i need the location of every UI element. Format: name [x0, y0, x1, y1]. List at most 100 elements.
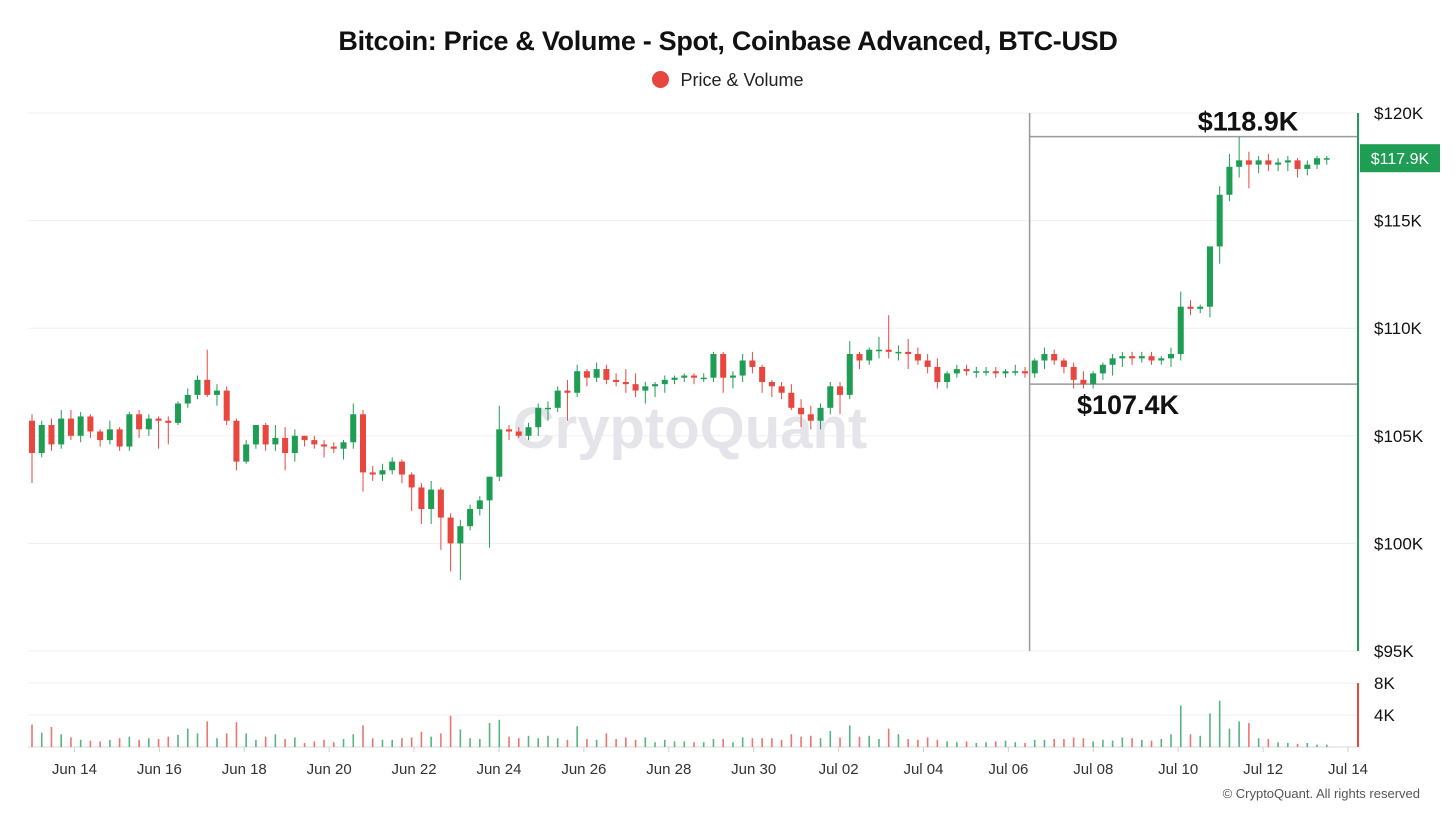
- volume-bar: [371, 738, 374, 747]
- volume-bar: [40, 732, 43, 747]
- candle-body: [77, 416, 84, 436]
- candle-body: [311, 440, 318, 445]
- volume-bar: [332, 742, 335, 747]
- candle-body: [408, 474, 415, 488]
- volume-bar: [60, 734, 63, 747]
- volume-bar: [1257, 738, 1260, 747]
- chart-legend[interactable]: Price & Volume: [0, 70, 1456, 91]
- volume-bar: [1267, 739, 1270, 747]
- candle-body: [739, 360, 746, 376]
- volume-bars[interactable]: [31, 700, 1328, 747]
- volume-bar: [819, 738, 822, 747]
- volume-bar: [517, 738, 520, 747]
- candle-body: [1129, 356, 1136, 359]
- volume-bar: [985, 742, 987, 747]
- candle-body: [1304, 164, 1311, 169]
- candle-body: [1051, 354, 1058, 361]
- watermark: CryptoQuant: [513, 396, 867, 461]
- volume-bar: [956, 742, 958, 747]
- volume-bar: [391, 739, 394, 747]
- candle-body: [720, 354, 727, 378]
- volume-bar: [362, 725, 364, 747]
- volume-bar: [556, 738, 559, 747]
- candle-body: [1109, 358, 1116, 365]
- candle-body: [632, 384, 639, 391]
- volume-bar: [284, 739, 286, 747]
- candle-body: [136, 414, 143, 430]
- volume-bar: [654, 742, 656, 747]
- volume-bar: [245, 733, 247, 747]
- volume-bar: [109, 739, 111, 747]
- volume-bar: [1053, 739, 1055, 747]
- volume-bar: [167, 736, 170, 747]
- volume-bar: [157, 739, 160, 747]
- volume-bar: [381, 739, 384, 747]
- volume-bar: [673, 741, 676, 747]
- candle-body: [729, 375, 736, 378]
- candle-body: [282, 437, 289, 454]
- volume-bar: [479, 739, 481, 747]
- candle-body: [535, 407, 542, 428]
- candle-body: [924, 360, 931, 367]
- candle-body: [262, 425, 269, 445]
- candle-body: [934, 366, 941, 382]
- candle-body: [350, 414, 357, 443]
- candle-body: [1236, 160, 1243, 167]
- volume-bar: [1209, 713, 1211, 747]
- volume-bar: [1179, 705, 1182, 747]
- volume-tick-label: 4K: [1374, 706, 1395, 725]
- current-price-box: [1360, 144, 1440, 173]
- legend-label: Price & Volume: [680, 70, 804, 90]
- x-tick-label: Jul 08: [1073, 761, 1113, 778]
- volume-bar: [313, 741, 316, 747]
- volume-bar: [1121, 737, 1124, 747]
- candle-body: [428, 489, 435, 509]
- volume-bar: [216, 738, 218, 747]
- volume-bar: [722, 739, 724, 747]
- candle-body: [1002, 371, 1009, 374]
- candle-body: [681, 375, 688, 378]
- volume-bar: [1277, 742, 1279, 747]
- candle-body: [243, 444, 250, 462]
- candle-body: [1021, 371, 1029, 374]
- volume-bar: [1316, 744, 1318, 747]
- price-tick-label: $120K: [1374, 104, 1424, 123]
- candle-body: [252, 425, 259, 445]
- volume-bar: [858, 736, 861, 747]
- candle-body: [1119, 356, 1126, 359]
- volume-bar: [1238, 721, 1240, 747]
- x-tick-label: Jun 24: [476, 761, 521, 778]
- chart-title: Bitcoin: Price & Volume - Spot, Coinbase…: [338, 26, 1118, 56]
- candle-body: [875, 349, 882, 352]
- volume-bar: [498, 719, 501, 747]
- volume-bar: [566, 739, 569, 747]
- volume-bar: [294, 737, 296, 747]
- candle-body: [583, 371, 590, 378]
- candles[interactable]: [28, 136, 1330, 580]
- candle-body: [866, 349, 873, 361]
- volume-bar: [975, 743, 978, 747]
- candle-body: [652, 384, 659, 387]
- volume-bar: [946, 741, 948, 747]
- candle-body: [1206, 246, 1213, 307]
- candle-body: [1323, 158, 1330, 160]
- volume-bar: [323, 739, 325, 747]
- volume-bar: [1189, 734, 1192, 747]
- x-tick-label: Jun 30: [731, 761, 776, 778]
- volume-bar: [917, 739, 919, 747]
- volume-bar: [1296, 743, 1299, 747]
- volume-bar: [469, 738, 471, 747]
- volume-bar: [537, 738, 540, 747]
- candle-body: [525, 427, 532, 436]
- volume-bar: [1199, 735, 1202, 747]
- volume-bar: [1063, 739, 1065, 747]
- candle-body: [145, 418, 152, 430]
- candle-body: [603, 369, 610, 380]
- annotation-high: $118.9K: [1198, 107, 1299, 137]
- candle-body: [973, 371, 980, 373]
- volume-bar: [1287, 743, 1289, 747]
- x-tick-label: Jun 18: [222, 761, 267, 778]
- volume-bar: [1228, 728, 1231, 747]
- volume-bar: [751, 738, 754, 747]
